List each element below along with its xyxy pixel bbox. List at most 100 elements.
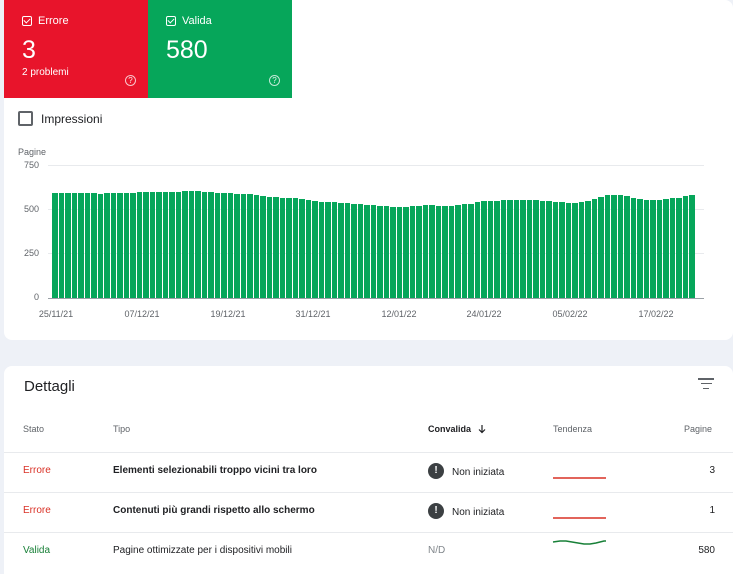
checkbox-checked-icon[interactable] bbox=[166, 16, 176, 26]
chart-bar[interactable] bbox=[552, 201, 559, 298]
chart-bar[interactable] bbox=[591, 199, 598, 298]
column-header-stato[interactable]: Stato bbox=[23, 424, 45, 434]
chart-bar[interactable] bbox=[351, 203, 357, 298]
chart-bar[interactable] bbox=[71, 192, 77, 298]
chart-bar[interactable] bbox=[58, 193, 64, 298]
chart-bar[interactable] bbox=[455, 205, 461, 298]
chart-bar[interactable] bbox=[214, 192, 221, 298]
chart-bar[interactable] bbox=[273, 197, 279, 298]
impressions-toggle[interactable]: Impressioni bbox=[18, 111, 102, 126]
chart-bar[interactable] bbox=[533, 200, 539, 298]
chart-bar[interactable] bbox=[279, 197, 286, 298]
chart-bar[interactable] bbox=[182, 190, 188, 298]
chart-bar[interactable] bbox=[676, 197, 682, 298]
chart-bar[interactable] bbox=[409, 206, 416, 298]
chart-bar[interactable] bbox=[97, 193, 104, 298]
chart-bar[interactable] bbox=[461, 204, 468, 298]
chart-bar[interactable] bbox=[130, 192, 136, 298]
chart-bar[interactable] bbox=[370, 205, 377, 298]
chart-bar[interactable] bbox=[91, 193, 97, 298]
chart-bar[interactable] bbox=[65, 193, 71, 298]
chart-bar[interactable] bbox=[474, 202, 481, 298]
table-row[interactable]: Valida Pagine ottimizzate per i disposit… bbox=[4, 532, 733, 572]
chart-bar[interactable] bbox=[598, 196, 604, 298]
column-header-tipo[interactable]: Tipo bbox=[113, 424, 131, 434]
chart-bar[interactable] bbox=[312, 200, 318, 298]
chart-bar[interactable] bbox=[435, 205, 442, 298]
chart-bar[interactable] bbox=[143, 192, 149, 298]
chart-bar[interactable] bbox=[104, 193, 110, 298]
chart-bar[interactable] bbox=[442, 206, 448, 298]
chart-bar[interactable] bbox=[240, 194, 247, 298]
chart-bar[interactable] bbox=[377, 206, 383, 298]
chart-bar[interactable] bbox=[175, 191, 182, 298]
chart-bar[interactable] bbox=[318, 201, 325, 298]
chart-bar[interactable] bbox=[338, 202, 344, 298]
chart-bar[interactable] bbox=[494, 200, 500, 298]
table-row[interactable]: Errore Elementi selezionabili troppo vic… bbox=[4, 452, 733, 492]
chart-bar[interactable] bbox=[260, 195, 266, 298]
chart-bar[interactable] bbox=[292, 197, 299, 298]
chart-bar[interactable] bbox=[221, 193, 227, 298]
chart-bar[interactable] bbox=[611, 194, 617, 298]
chart-bar[interactable] bbox=[448, 206, 455, 298]
chart-bar[interactable] bbox=[669, 198, 676, 298]
chart-bar[interactable] bbox=[305, 199, 312, 298]
help-icon[interactable]: ? bbox=[125, 75, 136, 86]
chart-bar[interactable] bbox=[169, 191, 175, 298]
chart-bar[interactable] bbox=[637, 199, 643, 298]
chart-bar[interactable] bbox=[201, 191, 208, 298]
chart-bar[interactable] bbox=[266, 196, 273, 298]
chart-bar[interactable] bbox=[110, 193, 117, 298]
chart-bar[interactable] bbox=[422, 205, 429, 298]
chart-bar[interactable] bbox=[520, 200, 526, 298]
chart-bar[interactable] bbox=[526, 200, 533, 298]
chart-bar[interactable] bbox=[227, 193, 234, 298]
chart-bar[interactable] bbox=[578, 202, 585, 298]
chart-bar[interactable] bbox=[403, 206, 409, 298]
chart-bar[interactable] bbox=[487, 200, 494, 298]
chart-bar[interactable] bbox=[559, 202, 565, 298]
chart-bar[interactable] bbox=[188, 190, 195, 298]
chart-bar[interactable] bbox=[390, 206, 396, 298]
checkbox-checked-icon[interactable] bbox=[22, 16, 32, 26]
chart-bar[interactable] bbox=[416, 205, 422, 298]
chart-bar[interactable] bbox=[123, 192, 130, 298]
chart-bar[interactable] bbox=[617, 195, 624, 298]
chart-bar[interactable] bbox=[539, 200, 546, 298]
chart-bar[interactable] bbox=[117, 193, 123, 298]
chart-bar[interactable] bbox=[156, 191, 162, 298]
chart-bar[interactable] bbox=[299, 198, 305, 298]
chart-bar[interactable] bbox=[643, 199, 650, 298]
chart-bar[interactable] bbox=[136, 192, 143, 298]
chart-bar[interactable] bbox=[656, 199, 663, 298]
chart-bar[interactable] bbox=[149, 191, 156, 298]
chart-bar[interactable] bbox=[357, 204, 364, 298]
chart-bar[interactable] bbox=[383, 206, 390, 298]
chart-bar[interactable] bbox=[208, 191, 214, 298]
chart-bar[interactable] bbox=[396, 206, 403, 298]
chart-bar[interactable] bbox=[565, 202, 572, 298]
chart-bar[interactable] bbox=[650, 199, 656, 298]
chart-bar[interactable] bbox=[546, 201, 552, 298]
chart-bar[interactable] bbox=[481, 201, 487, 298]
valid-tile[interactable]: Valida 580 ? bbox=[148, 0, 292, 98]
filter-icon[interactable] bbox=[698, 378, 714, 392]
chart-bar[interactable] bbox=[682, 196, 689, 298]
chart-bar[interactable] bbox=[507, 200, 513, 298]
chart-bar[interactable] bbox=[78, 193, 84, 298]
chart-bar[interactable] bbox=[663, 199, 669, 298]
chart-bar[interactable] bbox=[247, 194, 253, 298]
chart-bar[interactable] bbox=[195, 191, 201, 298]
chart-bar[interactable] bbox=[604, 195, 611, 298]
chart-bar[interactable] bbox=[468, 203, 474, 298]
chart-bar[interactable] bbox=[624, 196, 630, 298]
column-header-pagine[interactable]: Pagine bbox=[684, 424, 713, 434]
chart-bar[interactable] bbox=[689, 195, 695, 298]
chart-bar[interactable] bbox=[572, 202, 578, 298]
chart-bar[interactable] bbox=[344, 203, 351, 298]
table-row[interactable]: Errore Contenuti più grandi rispetto all… bbox=[4, 492, 733, 532]
error-tile[interactable]: Errore 3 2 problemi ? bbox=[4, 0, 148, 98]
column-header-convalida[interactable]: Convalida bbox=[428, 424, 487, 434]
chart-bar[interactable] bbox=[500, 200, 507, 298]
